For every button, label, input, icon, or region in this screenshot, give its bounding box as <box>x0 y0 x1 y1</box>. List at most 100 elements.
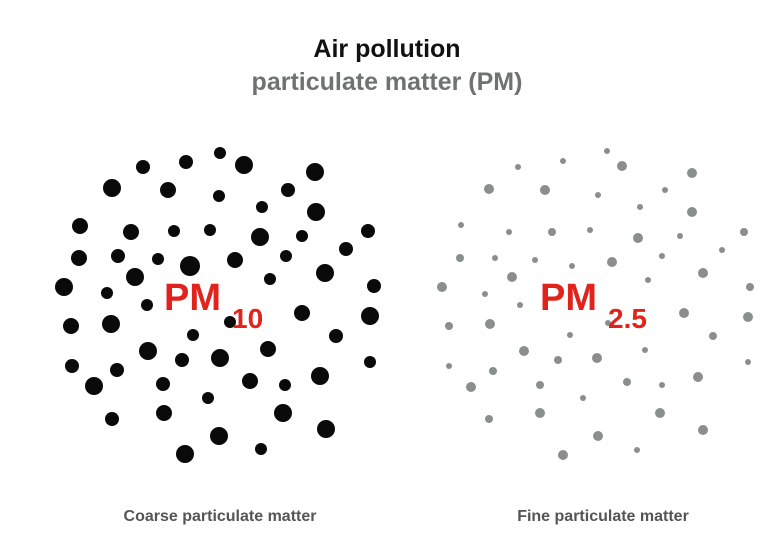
particle <box>662 187 668 193</box>
particle <box>102 315 120 333</box>
particle <box>65 359 79 373</box>
particle <box>227 252 243 268</box>
particle <box>256 201 268 213</box>
particle <box>279 379 291 391</box>
particle <box>637 204 643 210</box>
particle <box>677 233 683 239</box>
particle <box>719 247 725 253</box>
particle <box>517 302 523 308</box>
particle <box>659 382 665 388</box>
particle <box>317 420 335 438</box>
particle <box>214 147 226 159</box>
particle <box>85 377 103 395</box>
particle <box>679 308 689 318</box>
particle <box>311 367 329 385</box>
particle <box>71 250 87 266</box>
fine-particles <box>437 148 754 460</box>
particle <box>307 203 325 221</box>
particle <box>168 225 180 237</box>
coarse-particles <box>55 147 381 463</box>
particle <box>633 233 643 243</box>
particle <box>274 404 292 422</box>
particle <box>210 427 228 445</box>
particle <box>535 408 545 418</box>
particle <box>558 450 568 460</box>
particle <box>698 425 708 435</box>
particle <box>105 412 119 426</box>
particle <box>560 158 566 164</box>
particle <box>482 291 488 297</box>
particle <box>339 242 353 256</box>
particle <box>540 185 550 195</box>
subtitle: particulate matter (PM) <box>252 68 523 96</box>
particle <box>532 257 538 263</box>
particle <box>607 257 617 267</box>
particle <box>101 287 113 299</box>
particle <box>213 190 225 202</box>
particle <box>743 312 753 322</box>
particle <box>187 329 199 341</box>
particle <box>55 278 73 296</box>
particle <box>255 443 267 455</box>
particle <box>204 224 216 236</box>
particle <box>507 272 517 282</box>
particle <box>587 227 593 233</box>
particle <box>294 305 310 321</box>
particle <box>592 353 602 363</box>
particle <box>687 207 697 217</box>
particle <box>123 224 139 240</box>
title: Air pollution <box>313 35 460 63</box>
particle <box>160 182 176 198</box>
particle <box>740 228 748 236</box>
particle <box>111 249 125 263</box>
particle <box>569 263 575 269</box>
particle <box>364 356 376 368</box>
particle <box>72 218 88 234</box>
particle <box>180 256 200 276</box>
particle <box>264 273 276 285</box>
particle <box>548 228 556 236</box>
particle <box>655 408 665 418</box>
particle <box>316 264 334 282</box>
particle <box>659 253 665 259</box>
particle <box>593 431 603 441</box>
particle <box>361 224 375 238</box>
particle <box>623 378 631 386</box>
particle <box>642 347 648 353</box>
particle <box>202 392 214 404</box>
particle <box>484 184 494 194</box>
particle <box>235 156 253 174</box>
particle <box>605 320 611 326</box>
particle <box>485 319 495 329</box>
particle <box>604 148 610 154</box>
particle <box>617 161 627 171</box>
particle <box>437 282 447 292</box>
particle <box>224 316 236 328</box>
particle <box>536 381 544 389</box>
particle <box>126 268 144 286</box>
particle <box>687 168 697 178</box>
particle <box>446 363 452 369</box>
particle <box>260 341 276 357</box>
particle <box>492 255 498 261</box>
pm-subscript: 2.5 <box>608 303 647 334</box>
particle <box>458 222 464 228</box>
particle <box>445 322 453 330</box>
particle <box>136 160 150 174</box>
particle <box>329 329 343 343</box>
particle <box>175 353 189 367</box>
particle <box>456 254 464 262</box>
particle <box>515 164 521 170</box>
pm-subscript: 10 <box>232 303 263 334</box>
particle <box>211 349 229 367</box>
particle <box>306 163 324 181</box>
particle <box>466 382 476 392</box>
particle <box>156 377 170 391</box>
particle <box>63 318 79 334</box>
particle <box>103 179 121 197</box>
particle <box>251 228 269 246</box>
particle <box>179 155 193 169</box>
caption: Coarse particulate matter <box>124 508 317 525</box>
